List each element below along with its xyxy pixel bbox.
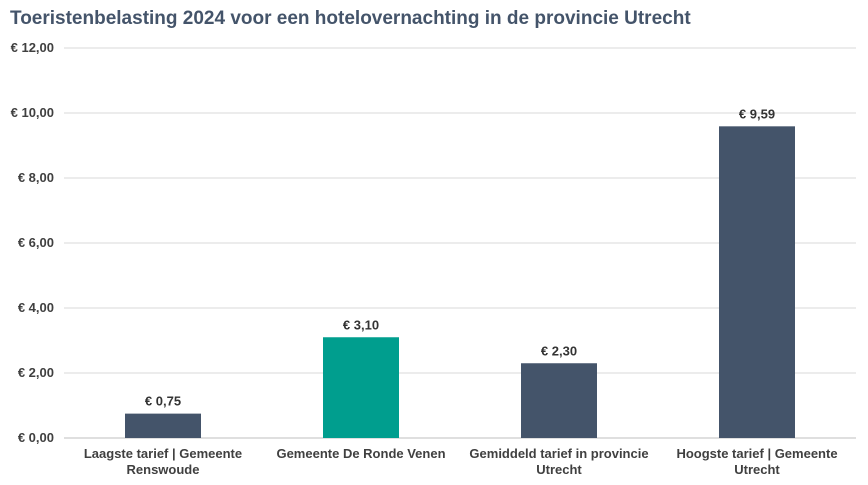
data-label: € 3,10	[343, 317, 379, 332]
y-tick-label: € 4,00	[18, 300, 54, 315]
bar	[323, 337, 399, 438]
data-label: € 0,75	[145, 394, 181, 409]
bar	[125, 413, 201, 438]
bar	[521, 363, 597, 438]
x-tick-label: Utrecht	[734, 462, 780, 477]
y-tick-label: € 6,00	[18, 235, 54, 250]
x-tick-label: Gemiddeld tarief in provincie	[469, 446, 648, 461]
x-tick-label: Gemeente De Ronde Venen	[276, 446, 445, 461]
x-tick-label: Laagste tarief | Gemeente	[84, 446, 242, 461]
data-label: € 9,59	[739, 106, 775, 121]
x-tick-label: Hoogste tarief | Gemeente	[676, 446, 837, 461]
y-tick-label: € 2,00	[18, 365, 54, 380]
x-tick-label: Renswoude	[127, 462, 200, 477]
y-tick-label: € 8,00	[18, 170, 54, 185]
y-tick-label: € 12,00	[11, 40, 54, 55]
data-label: € 2,30	[541, 343, 577, 358]
bar	[719, 126, 795, 438]
x-tick-label: Utrecht	[536, 462, 582, 477]
y-tick-label: € 0,00	[18, 430, 54, 445]
chart-title: Toeristenbelasting 2024 voor een hotelov…	[10, 8, 691, 29]
y-tick-label: € 10,00	[11, 105, 54, 120]
